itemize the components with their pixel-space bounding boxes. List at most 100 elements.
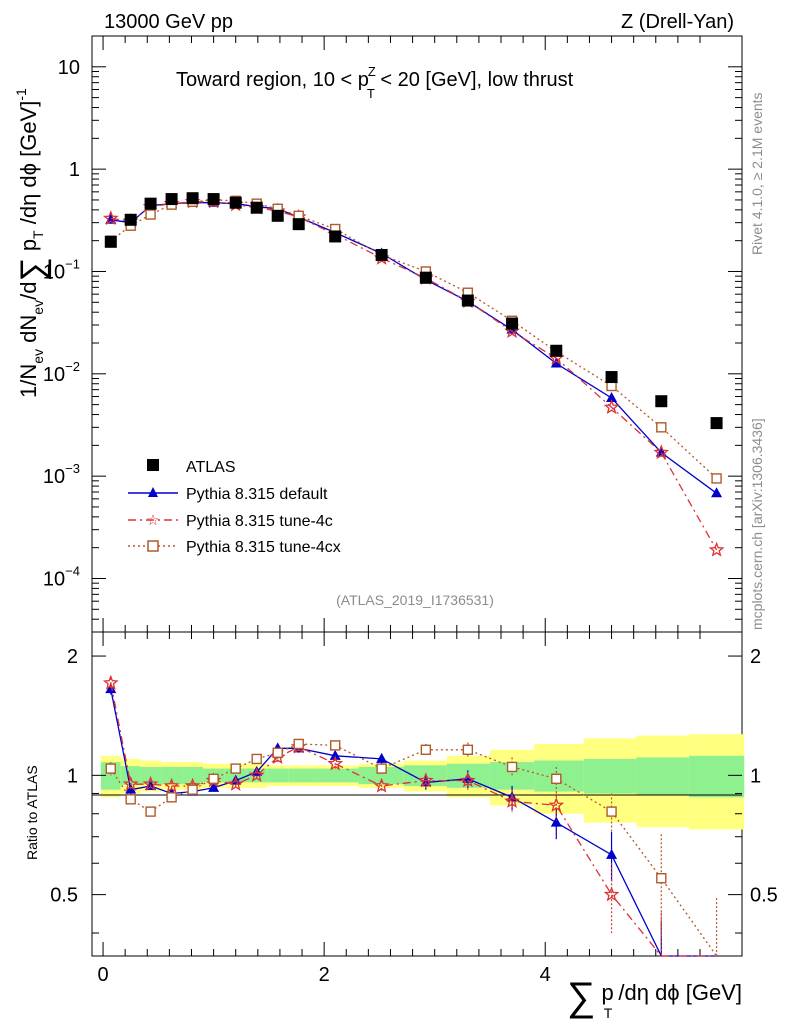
ratio-point: [105, 683, 117, 694]
legend-label-tune-4c: Pythia 8.315 tune-4c: [186, 513, 333, 530]
atlas-data-point: [144, 197, 157, 210]
ratio-point: [417, 772, 434, 788]
ratio-point: [248, 766, 265, 783]
atlas-data-point: [104, 235, 117, 248]
ratio-point: [163, 777, 180, 793]
x-tick-label: 4: [540, 964, 551, 986]
ratio-point: [293, 738, 304, 750]
atlas-data-point: [655, 395, 668, 408]
ratio-point: [656, 873, 667, 884]
ratio-point: [373, 777, 390, 793]
ratio-point: [548, 796, 565, 813]
ratio-point: [376, 763, 387, 774]
ratio-y-tick-label-left: 0.5: [50, 885, 78, 907]
ratio-point: [227, 775, 244, 791]
data-point: [102, 210, 119, 226]
series-pythia-8-315-tune-4c: [102, 193, 725, 957]
analysis-id: (ATLAS_2019_I1736531): [336, 592, 494, 608]
y-tick-label: 1: [69, 159, 80, 181]
header-right: Z (Drell-Yan): [621, 11, 734, 33]
atlas-data-point: [550, 344, 563, 357]
data-point: [708, 541, 725, 557]
series-line: [110, 201, 718, 551]
ratio-point: [166, 792, 177, 803]
atlas-data-point: [710, 417, 723, 430]
atlas-data-point: [229, 196, 242, 209]
data-point: [656, 422, 667, 433]
atlas-data-point: [186, 192, 199, 205]
rivet-version-label: Rivet 4.1.0, ≥ 2.1M events: [749, 92, 765, 255]
ratio-point: [550, 816, 562, 827]
legend-marker-default: [148, 487, 158, 497]
data-point: [603, 399, 620, 415]
ratio-point: [376, 752, 388, 763]
band-inner-bin: [583, 758, 637, 794]
ratio-point: [125, 794, 136, 805]
ratio-point: [230, 763, 241, 774]
atlas-data-point: [124, 213, 137, 226]
band-inner-bin: [636, 757, 689, 796]
band-inner-bin: [688, 755, 745, 798]
legend-label-tune-4cx: Pythia 8.315 tune-4cx: [186, 539, 341, 556]
y-tick-label: 10−4: [43, 563, 80, 590]
ratio-point: [272, 747, 283, 758]
atlas-data-point: [506, 317, 519, 330]
mcplots-label: mcplots.cern.ch [arXiv:1306.3436]: [749, 418, 765, 630]
atlas-data-point: [375, 248, 388, 261]
y-tick-label: 10: [58, 57, 80, 79]
plot-title: Toward region, 10 < pZ T < 20 [GeV], low …: [176, 64, 574, 101]
ratio-point: [208, 781, 220, 792]
ratio-y-tick-label-right: 1: [750, 765, 761, 787]
ratio-point: [142, 775, 159, 791]
axes: 10 1 10−1 10−2 10−3 10−4 2 2 1 1 0.5 0.5 0 2 4: [43, 35, 778, 986]
band-inner-bin: [182, 766, 204, 785]
ratio-point: [462, 744, 474, 755]
legend-marker-tune-4cx: [147, 540, 159, 552]
series-line: [110, 202, 717, 494]
ratio-point: [327, 755, 344, 771]
ratio-point: [187, 784, 198, 795]
atlas-data-point: [605, 371, 618, 384]
legend-label-atlas: ATLAS: [186, 459, 236, 476]
data-point: [145, 209, 156, 220]
ratio-point: [420, 744, 432, 755]
series-pythia-8-315-tune-4cx: [105, 194, 722, 957]
legend-marker-tune-4c: ☆: [146, 512, 159, 529]
data-point: [711, 487, 723, 498]
ratio-y-axis-label: Ratio to ATLAS: [24, 765, 40, 860]
atlas-data-point: [419, 271, 432, 284]
ratio-point: [606, 848, 618, 859]
ratio-y-tick-label-right: 0.5: [750, 885, 778, 907]
data-series: [102, 192, 725, 957]
ratio-point: [603, 886, 620, 902]
ratio-point: [105, 763, 116, 774]
series-line: [110, 199, 718, 479]
ratio-point: [551, 773, 562, 785]
legend: ATLAS Pythia 8.315 default ☆ Pythia 8.31…: [128, 459, 341, 556]
data-point: [550, 357, 562, 368]
atlas-data-point: [250, 201, 263, 214]
ratio-point: [145, 806, 156, 817]
ratio-point: [506, 761, 518, 773]
ratio-y-tick-label-right: 2: [750, 646, 761, 668]
x-tick-label: 2: [319, 964, 330, 986]
band-inner-bin: [316, 768, 359, 783]
band-inner-bin: [267, 768, 289, 783]
band-inner-bin: [288, 768, 317, 783]
data-point: [606, 392, 618, 403]
x-tick-label: 0: [97, 964, 108, 986]
band-inner-bin: [120, 766, 141, 786]
ratio-point: [329, 749, 341, 760]
atlas-data-point: [292, 218, 305, 231]
series-pythia-8-315-default: [105, 196, 723, 957]
ratio-point: [208, 773, 219, 785]
ratio-point: [504, 793, 520, 808]
data-point: [711, 473, 722, 484]
ratio-series-line: [110, 689, 717, 957]
band-inner-bin: [140, 766, 162, 785]
header-left: 13000 GeV pp: [104, 11, 233, 33]
ratio-point: [459, 772, 476, 788]
ratio-y-tick-label-left: 1: [67, 765, 78, 787]
